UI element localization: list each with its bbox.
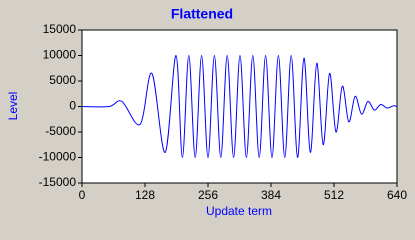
x-tick-label: 512 bbox=[324, 188, 344, 202]
x-tick-label: 0 bbox=[79, 188, 86, 202]
x-tick-label: 384 bbox=[261, 188, 281, 202]
y-axis-label: Level bbox=[6, 92, 20, 121]
y-tick-label: 10000 bbox=[43, 48, 77, 62]
x-tick-label: 128 bbox=[135, 188, 155, 202]
y-tick-label: -5000 bbox=[45, 124, 76, 138]
y-tick-label: -10000 bbox=[39, 150, 77, 164]
plot-area bbox=[81, 29, 398, 184]
x-tick-label: 256 bbox=[198, 188, 218, 202]
chart-title: Flattened bbox=[171, 6, 233, 22]
x-axis-label: Update term bbox=[206, 204, 272, 218]
y-tick-label: 5000 bbox=[49, 73, 76, 87]
chart: Flattened Update term Level -15000 -10000… bbox=[6, 6, 407, 218]
y-tick-label: 0 bbox=[69, 99, 76, 113]
series-line bbox=[81, 54, 398, 159]
x-tick-label: 640 bbox=[387, 188, 407, 202]
y-tick-label: 15000 bbox=[43, 22, 77, 36]
y-tick-label: -15000 bbox=[39, 175, 77, 189]
